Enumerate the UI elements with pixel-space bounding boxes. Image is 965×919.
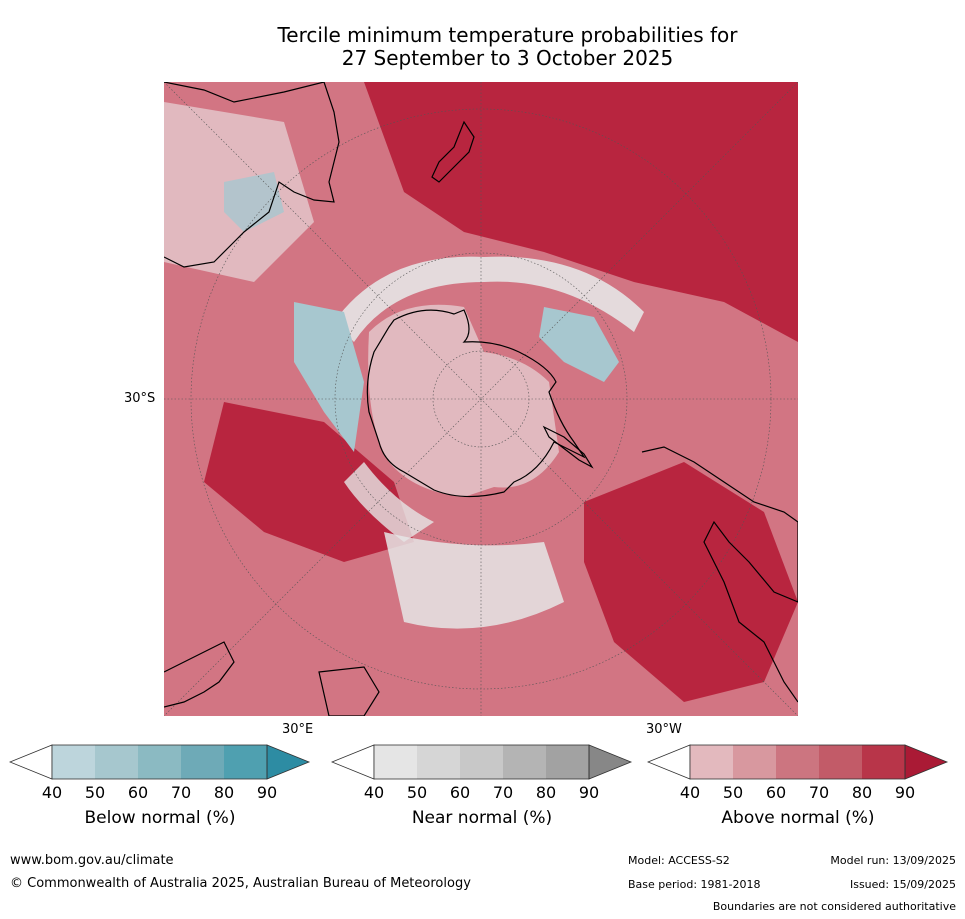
- near-normal-south: [384, 532, 564, 629]
- colorbar-near-tick: 40: [363, 783, 385, 802]
- near-normal-ring: [334, 256, 644, 342]
- colorbar-above-tick: 70: [808, 783, 830, 802]
- colorbar-near-label: Near normal (%): [411, 808, 553, 828]
- colorbar-above-under: [647, 744, 691, 780]
- colorbar-above: [647, 744, 949, 780]
- colorbar-above-bin-1: [690, 745, 733, 779]
- latitude-label-30s: 30°S: [124, 391, 156, 406]
- colorbar-below-tick: 60: [127, 783, 149, 802]
- colorbar-above-frame: [689, 744, 906, 780]
- colorbar-above-bin-3: [776, 745, 819, 779]
- colorbar-near-tick: 90: [578, 783, 600, 802]
- graticule: [164, 82, 798, 716]
- colorbar-below-tick: 90: [256, 783, 278, 802]
- colorbar-above-bin-5: [862, 745, 905, 779]
- colorbar-below-over: [266, 744, 311, 780]
- colorbar-below-bin-3: [138, 745, 181, 779]
- colorbar-below-label: Below normal (%): [84, 808, 236, 828]
- madagascar-coast: [318, 666, 380, 716]
- new-zealand-coast: [431, 120, 475, 183]
- colorbar-below-bin-4: [181, 745, 224, 779]
- above-normal-light-antarctica: [368, 304, 559, 497]
- colorbar-near-bin-5: [546, 745, 589, 779]
- colorbar-near-bin-1: [374, 745, 417, 779]
- colorbar-below-tick: 40: [41, 783, 63, 802]
- colorbar-near-tick: 80: [535, 783, 557, 802]
- footer-copyright: © Commonwealth of Australia 2025, Austra…: [10, 876, 471, 891]
- footer-model-run: Model run: 13/09/2025: [830, 854, 956, 867]
- chart-title-line-1: Tercile minimum temperature probabilitie…: [277, 23, 738, 47]
- colorbar-near-under: [331, 744, 375, 780]
- colorbar-above-label: Above normal (%): [721, 808, 875, 828]
- colorbar-above-tick: 50: [722, 783, 744, 802]
- colorbar-near-bin-2: [417, 745, 460, 779]
- colorbar-below-frame: [51, 744, 268, 780]
- colorbar-above-tick: 90: [894, 783, 916, 802]
- footer-boundaries-note: Boundaries are not considered authoritat…: [712, 900, 956, 913]
- coastlines: [164, 82, 798, 716]
- colorbar-below-under: [9, 744, 53, 780]
- colorbar-above-tick: 60: [765, 783, 787, 802]
- colorbar-below-tick: 70: [170, 783, 192, 802]
- colorbar-near-tick: 70: [492, 783, 514, 802]
- above-normal-high-north: [364, 82, 798, 342]
- near-normal-southwest: [344, 462, 434, 542]
- colorbar-near-bin-3: [460, 745, 503, 779]
- below-normal-indian-ocean: [294, 302, 364, 452]
- graticule-meridian-diag-2: [164, 82, 798, 716]
- colorbar-near-frame: [373, 744, 590, 780]
- colorbar-below-bin-2: [95, 745, 138, 779]
- antarctica-coast: [366, 309, 586, 498]
- longitude-label-30e: 30°E: [282, 722, 314, 737]
- longitude-label-30w: 30°W: [646, 722, 682, 737]
- colorbar-below: [9, 744, 311, 780]
- below-normal-pacific: [539, 307, 619, 382]
- footer-base-period: Base period: 1981-2018: [628, 878, 761, 891]
- chart-title-line-2: 27 September to 3 October 2025: [341, 46, 674, 70]
- colorbar-below-tick: 80: [213, 783, 235, 802]
- colorbar-above-bin-2: [733, 745, 776, 779]
- colorbar-above-tick: 80: [851, 783, 873, 802]
- colorbar-below-bin-5: [224, 745, 267, 779]
- above-normal-high-southeast: [584, 462, 798, 702]
- probability-map: [164, 82, 798, 716]
- south-africa-coast: [164, 641, 235, 708]
- footer-url-link[interactable]: www.bom.gov.au/climate: [10, 853, 174, 868]
- colorbar-near-tick: 60: [449, 783, 471, 802]
- colorbar-near-over: [588, 744, 633, 780]
- south-america-coast: [641, 446, 798, 703]
- colorbar-near-bin-4: [503, 745, 546, 779]
- colorbar-near-tick: 50: [406, 783, 428, 802]
- footer-model: Model: ACCESS-S2: [628, 854, 730, 867]
- above-normal-high-southwest: [204, 402, 414, 562]
- colorbar-below-bin-1: [52, 745, 95, 779]
- probability-map-svg: [164, 82, 798, 716]
- colorbar-above-tick: 40: [679, 783, 701, 802]
- colorbar-above-over: [904, 744, 949, 780]
- colorbar-below-tick: 50: [84, 783, 106, 802]
- colorbar-above-bin-4: [819, 745, 862, 779]
- footer-issued: Issued: 15/09/2025: [849, 878, 956, 891]
- australia-coast: [164, 82, 340, 268]
- colorbar-near: [331, 744, 633, 780]
- antarctic-peninsula: [542, 425, 594, 469]
